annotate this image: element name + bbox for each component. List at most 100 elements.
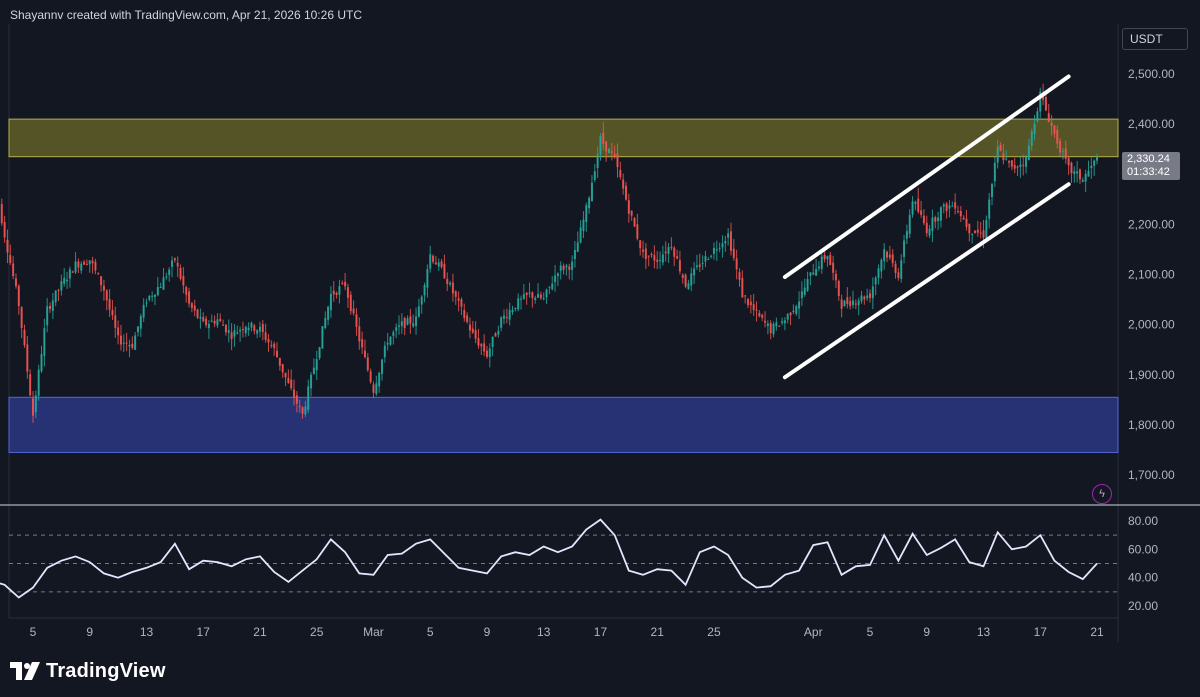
channel-upper-line[interactable] xyxy=(782,74,1071,280)
candle-body xyxy=(1025,156,1028,167)
candle-body xyxy=(599,136,602,155)
candle-body xyxy=(548,286,551,288)
candle-body xyxy=(63,277,66,284)
candle-body xyxy=(894,263,897,273)
candle-body xyxy=(908,214,911,234)
candle-body xyxy=(537,293,540,298)
last-price-tag: 2,330.24 01:33:42 xyxy=(1122,152,1180,180)
candle-body xyxy=(582,219,585,232)
candle-body xyxy=(1076,171,1079,174)
candle-body xyxy=(559,265,562,271)
bar-countdown: 01:33:42 xyxy=(1127,166,1170,178)
candle-body xyxy=(999,144,1002,152)
candle-body xyxy=(449,282,452,285)
candle-body xyxy=(505,317,508,319)
candle-body xyxy=(568,266,571,270)
candle-body xyxy=(920,210,923,215)
rsi-tick-label: 20.00 xyxy=(1128,599,1158,613)
candle-body xyxy=(395,327,398,331)
candle-body xyxy=(973,230,976,233)
candle-body xyxy=(701,263,704,265)
candle-body xyxy=(1053,125,1056,134)
candle-body xyxy=(151,295,154,297)
candle-body xyxy=(554,275,557,283)
candle-body xyxy=(1073,171,1076,175)
candle-body xyxy=(661,254,664,263)
candle-body xyxy=(148,295,151,300)
candle-body xyxy=(639,240,642,249)
candle-body xyxy=(613,153,616,156)
resistance-zone[interactable] xyxy=(8,118,1119,158)
candle-body xyxy=(97,273,100,275)
candle-body xyxy=(168,269,171,275)
candle-body xyxy=(32,398,34,416)
candle-body xyxy=(338,286,341,295)
candle-body xyxy=(502,315,505,319)
candle-body xyxy=(60,281,63,291)
candle-body xyxy=(769,322,772,333)
support-zone[interactable] xyxy=(8,396,1119,453)
candle-body xyxy=(525,292,528,295)
candle-body xyxy=(434,262,437,265)
candle-body xyxy=(213,320,216,324)
candle-body xyxy=(1064,148,1067,159)
candle-body xyxy=(244,326,247,334)
candle-body xyxy=(145,302,148,304)
brand-name: TradingView xyxy=(46,659,166,682)
candle-body xyxy=(795,306,798,314)
candle-body xyxy=(590,182,593,202)
candle-body xyxy=(460,299,463,307)
candle-body xyxy=(258,326,261,332)
candle-body xyxy=(375,383,378,394)
candle-body xyxy=(988,199,991,219)
candle-body xyxy=(914,201,917,204)
channel-lower-line[interactable] xyxy=(782,182,1071,380)
candle-body xyxy=(114,315,117,328)
candle-body xyxy=(630,210,633,216)
candle-body xyxy=(863,296,866,300)
candle-body xyxy=(939,207,942,221)
candle-body xyxy=(1005,158,1008,160)
candle-body xyxy=(415,316,418,326)
candle-body xyxy=(1044,97,1047,111)
candle-body xyxy=(136,326,139,333)
candle-body xyxy=(573,249,576,260)
time-tick-label: 13 xyxy=(140,625,154,639)
candle-body xyxy=(278,357,281,366)
candle-body xyxy=(171,260,174,267)
candle-body xyxy=(154,294,157,297)
candle-body xyxy=(888,254,891,258)
candle-body xyxy=(400,321,403,327)
candle-body xyxy=(886,251,889,258)
candle-body xyxy=(610,151,613,153)
candle-body xyxy=(721,243,724,248)
candle-body xyxy=(883,249,886,261)
lightning-bolt-icon[interactable]: ϟ xyxy=(1092,484,1112,504)
price-tick-label: 1,800.00 xyxy=(1128,418,1175,432)
candle-body xyxy=(406,318,409,325)
candle-body xyxy=(942,204,945,207)
candle-body xyxy=(417,306,420,317)
candle-body xyxy=(125,342,128,344)
currency-button[interactable]: USDT xyxy=(1122,28,1188,50)
candle-body xyxy=(457,298,460,301)
candle-body xyxy=(834,273,837,281)
candle-body xyxy=(247,327,250,331)
candle-body xyxy=(789,312,792,316)
candle-body xyxy=(625,185,628,200)
candle-body xyxy=(812,272,815,275)
time-tick-label: 21 xyxy=(1090,625,1104,639)
candle-body xyxy=(656,259,659,262)
candle-body xyxy=(12,263,15,277)
candle-body xyxy=(468,324,471,331)
candle-body xyxy=(366,357,369,371)
candle-body xyxy=(440,261,443,268)
candle-body xyxy=(318,347,321,359)
candle-body xyxy=(922,215,925,224)
candle-body xyxy=(159,287,162,289)
candle-body xyxy=(298,405,301,407)
candle-body xyxy=(698,264,701,267)
candle-body xyxy=(565,265,568,268)
candle-body xyxy=(119,335,122,345)
